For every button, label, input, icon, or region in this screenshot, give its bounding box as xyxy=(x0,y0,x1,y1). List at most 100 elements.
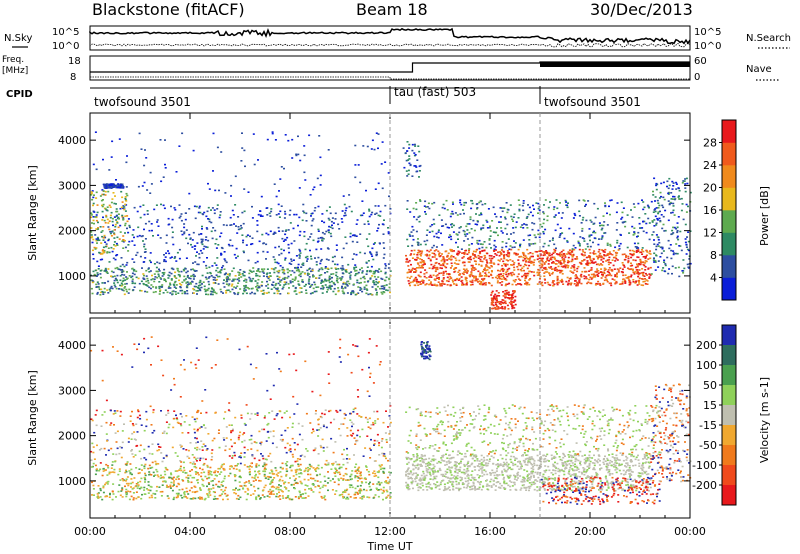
range-gate-cell xyxy=(505,289,508,292)
range-gate-cell xyxy=(335,469,338,472)
range-gate-cell xyxy=(212,491,215,493)
range-gate-cell xyxy=(132,229,135,231)
range-gate-cell xyxy=(465,283,468,286)
range-gate-cell xyxy=(153,208,156,211)
range-gate-cell xyxy=(200,475,203,478)
range-gate-cell xyxy=(212,291,215,293)
range-gate-cell xyxy=(107,466,110,469)
range-gate-cell xyxy=(214,229,217,232)
range-gate-cell xyxy=(110,285,113,288)
range-gate-cell xyxy=(424,211,426,213)
range-gate-cell xyxy=(605,278,608,280)
range-gate-cell xyxy=(220,481,223,484)
range-gate-cell xyxy=(627,277,630,280)
range-gate-cell xyxy=(195,285,198,288)
range-gate-cell xyxy=(218,189,220,192)
range-gate-cell xyxy=(448,234,451,236)
range-gate-cell xyxy=(189,470,192,472)
range-gate-cell xyxy=(435,232,438,235)
range-gate-cell xyxy=(326,267,329,270)
range-gate-cell xyxy=(587,274,590,276)
range-gate-cell xyxy=(90,191,93,193)
range-gate-cell xyxy=(202,261,205,263)
range-gate-cell xyxy=(403,166,406,169)
range-gate-cell xyxy=(484,256,487,259)
range-gate-cell xyxy=(223,258,226,260)
range-gate-cell xyxy=(542,222,545,225)
range-gate-cell xyxy=(319,156,322,159)
range-gate-cell xyxy=(471,236,474,239)
range-gate-cell xyxy=(553,268,556,271)
range-gate-cell xyxy=(216,257,219,259)
range-gate-cell xyxy=(124,203,127,206)
range-gate-cell xyxy=(312,239,315,242)
range-gate-cell xyxy=(105,214,108,217)
range-gate-cell xyxy=(90,212,93,214)
range-gate-cell xyxy=(452,224,455,227)
range-gate-cell xyxy=(571,250,573,253)
range-gate-cell xyxy=(111,220,114,223)
range-gate-cell xyxy=(97,228,100,230)
range-gate-cell xyxy=(154,474,157,476)
range-gate-cell xyxy=(194,245,197,247)
range-gate-cell xyxy=(186,284,189,286)
range-gate-cell xyxy=(609,262,612,264)
range-gate-cell xyxy=(282,271,285,273)
range-gate-cell xyxy=(170,481,173,484)
range-gate-cell xyxy=(415,170,418,173)
range-gate-cell xyxy=(681,270,684,272)
range-gate-cell xyxy=(332,282,335,285)
range-gate-cell xyxy=(294,286,297,289)
range-gate-cell xyxy=(562,259,565,261)
range-gate-cell xyxy=(138,472,141,474)
range-gate-cell xyxy=(112,185,115,187)
range-gate-cell xyxy=(505,254,508,256)
range-gate-cell xyxy=(103,282,106,284)
range-gate-cell xyxy=(107,247,110,249)
range-gate-cell xyxy=(93,194,95,196)
range-gate-cell xyxy=(511,264,514,266)
range-gate-cell xyxy=(174,271,177,274)
range-gate-cell xyxy=(478,263,480,266)
range-gate-cell xyxy=(101,205,104,208)
range-gate-cell xyxy=(150,474,153,476)
range-gate-cell xyxy=(481,203,484,206)
range-gate-cell xyxy=(511,307,514,310)
range-gate-cell xyxy=(244,165,246,168)
range-gate-cell xyxy=(606,280,609,283)
range-gate-cell xyxy=(420,252,423,255)
range-gate-cell xyxy=(502,251,505,253)
range-gate-cell xyxy=(548,260,551,262)
range-gate-cell xyxy=(235,257,238,259)
range-gate-cell xyxy=(375,487,378,490)
range-gate-cell xyxy=(618,247,621,250)
range-gate-cell xyxy=(586,245,589,248)
range-gate-cell xyxy=(196,472,199,474)
range-gate-cell xyxy=(148,271,151,273)
range-gate-cell xyxy=(266,272,269,274)
range-gate-cell xyxy=(254,262,257,264)
range-gate-cell xyxy=(630,274,633,276)
range-gate-cell xyxy=(608,271,611,274)
range-gate-cell xyxy=(178,204,181,206)
range-gate-cell xyxy=(578,199,581,202)
range-gate-cell xyxy=(559,260,562,262)
range-gate-cell xyxy=(565,264,568,267)
range-gate-cell xyxy=(245,235,248,238)
range-gate-cell xyxy=(518,256,521,258)
range-gate-cell xyxy=(448,278,451,280)
range-gate-cell xyxy=(248,480,250,482)
range-gate-cell xyxy=(517,248,520,251)
range-gate-cell xyxy=(300,287,303,289)
range-gate-cell xyxy=(382,285,384,287)
range-gate-cell xyxy=(169,282,172,285)
range-gate-cell xyxy=(322,288,325,290)
range-gate-cell xyxy=(116,244,119,246)
range-gate-cell xyxy=(432,218,435,221)
range-gate-cell xyxy=(285,229,288,231)
range-gate-cell xyxy=(501,301,504,304)
range-gate-cell xyxy=(442,270,445,273)
range-gate-cell xyxy=(356,241,359,243)
range-gate-cell xyxy=(600,256,603,259)
range-gate-cell xyxy=(475,278,478,280)
